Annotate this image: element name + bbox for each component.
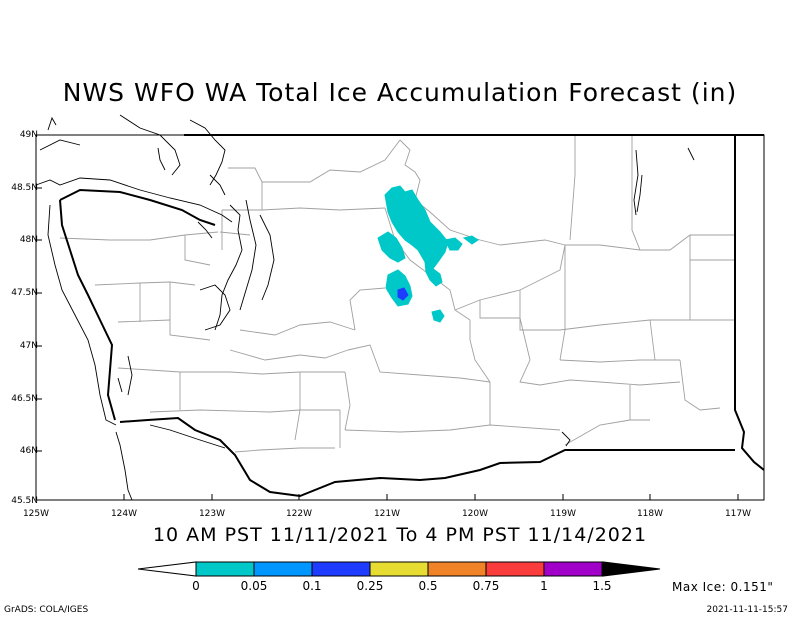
colorbar-label-1-5: 1.5 xyxy=(592,579,612,593)
lon-label-123w: 123W xyxy=(198,509,226,519)
rivers xyxy=(561,147,695,447)
lon-label-117w: 117W xyxy=(724,509,752,519)
colorbar xyxy=(137,561,661,577)
ice-accumulation-areas xyxy=(377,185,479,323)
grads-credit: GrADS: COLA/IGES xyxy=(4,605,89,615)
lon-label-124w: 124W xyxy=(110,509,138,519)
ice-area-west xyxy=(377,231,406,263)
lon-label-118w: 118W xyxy=(636,509,664,519)
lat-ticks xyxy=(36,134,42,452)
lat-label-47n: 47N xyxy=(19,341,38,351)
colorbar-label-0: 0 xyxy=(192,579,200,593)
lat-label-47-5n: 47.5N xyxy=(11,288,38,298)
lon-label-121w: 121W xyxy=(373,509,401,519)
colorbar-label-0-5: 0.5 xyxy=(418,579,438,593)
colorbar-low-arrow xyxy=(137,561,197,577)
generated-timestamp: 2021-11-11-15:57 xyxy=(706,605,789,615)
colorbar-segment xyxy=(543,561,603,577)
colorbar-label-0-05: 0.05 xyxy=(240,579,268,593)
lat-label-46-5n: 46.5N xyxy=(11,394,38,404)
ice-area-south-strip xyxy=(424,260,443,287)
colorbar-segment xyxy=(369,561,429,577)
colorbar-label-1: 1 xyxy=(540,579,548,593)
colorbar-high-arrow xyxy=(602,561,661,577)
colorbar-label-0-75: 0.75 xyxy=(472,579,500,593)
coastline xyxy=(35,114,275,501)
ice-area-far-east xyxy=(462,235,479,245)
lat-label-45-5n: 45.5N xyxy=(11,496,38,506)
lon-label-125w: 125W xyxy=(22,509,50,519)
lon-ticks xyxy=(123,494,739,500)
colorbar-segment xyxy=(195,561,255,577)
lat-label-46n: 46N xyxy=(19,446,38,456)
colorbar-label-0-1: 0.1 xyxy=(302,579,322,593)
colorbar-label-0-25: 0.25 xyxy=(356,579,384,593)
state-boundary xyxy=(59,134,765,498)
ice-area-north xyxy=(384,185,449,271)
lat-label-49n: 49N xyxy=(19,130,38,140)
ice-area-max xyxy=(397,287,409,301)
lat-label-48-5n: 48.5N xyxy=(11,183,38,193)
max-ice-value: Max Ice: 0.151" xyxy=(672,580,774,594)
colorbar-segment xyxy=(311,561,371,577)
ice-area-southeast xyxy=(431,309,445,323)
forecast-period: 10 AM PST 11/11/2021 To 4 PM PST 11/14/2… xyxy=(152,524,648,546)
colorbar-segment xyxy=(253,561,313,577)
lon-label-122w: 122W xyxy=(285,509,313,519)
lat-label-48n: 48N xyxy=(19,235,38,245)
lon-label-119w: 119W xyxy=(549,509,577,519)
colorbar-segment xyxy=(485,561,545,577)
map-title: NWS WFO WA Total Ice Accumulation Foreca… xyxy=(62,78,738,107)
ice-area-south xyxy=(385,269,413,307)
colorbar-segment xyxy=(427,561,487,577)
ice-area-east-lobe xyxy=(444,237,463,251)
lon-label-120w: 120W xyxy=(461,509,489,519)
